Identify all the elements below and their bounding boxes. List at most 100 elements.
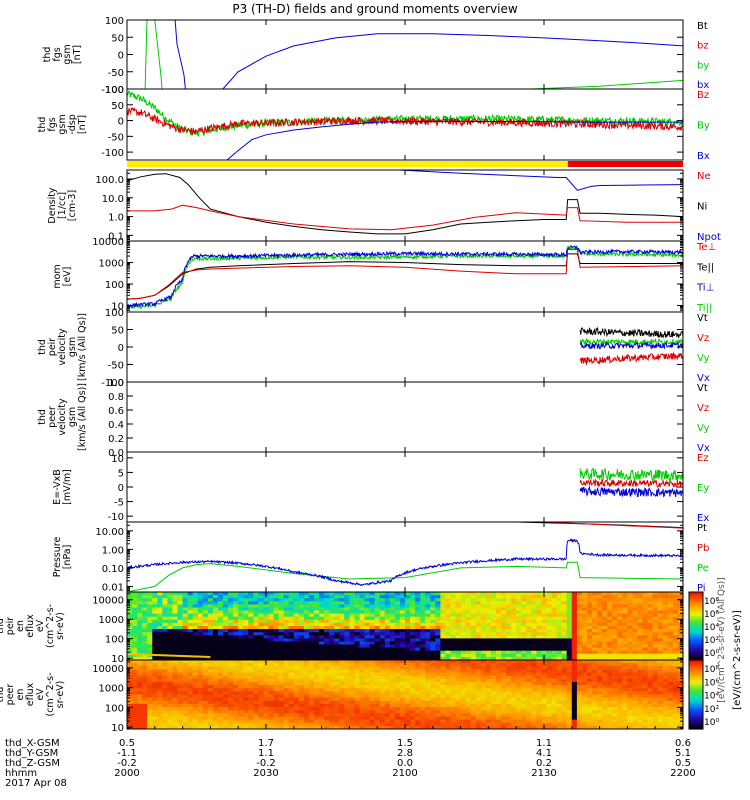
heatmap-cell	[142, 619, 148, 624]
heatmap-cell	[389, 660, 396, 664]
heatmap-cell	[202, 632, 209, 636]
heatmap-cell	[440, 638, 447, 643]
heatmap-cell	[379, 672, 386, 677]
heatmap-cell	[415, 669, 421, 674]
heatmap-cell	[248, 644, 254, 649]
heatmap-cell	[197, 682, 204, 686]
heatmap-cell	[399, 666, 406, 670]
heatmap-cell	[480, 647, 487, 652]
heatmap-cell	[612, 656, 618, 660]
heatmap-cell	[293, 688, 300, 692]
heatmap-cell	[258, 613, 265, 618]
heatmap-cell	[592, 610, 598, 615]
heatmap-cell	[339, 647, 345, 652]
heatmap-cell	[460, 713, 467, 717]
heatmap-cell	[420, 653, 426, 658]
heatmap-cell	[344, 641, 350, 646]
heatmap-cell	[142, 719, 148, 724]
series-line-1	[579, 326, 683, 339]
heatmap-cell	[303, 613, 310, 618]
heatmap-cell	[475, 669, 482, 674]
heatmap-cell	[354, 650, 361, 655]
heatmap-cell	[511, 666, 517, 670]
heatmap-cell	[248, 672, 254, 677]
heatmap-cell	[536, 688, 543, 692]
heatmap-cell	[394, 682, 401, 686]
heatmap-cell	[298, 629, 305, 633]
heatmap-cell	[617, 644, 623, 649]
heatmap-cell	[475, 660, 482, 664]
heatmap-cell	[384, 638, 391, 643]
heatmap-cell	[410, 619, 416, 624]
heatmap-cell	[344, 635, 350, 639]
heatmap-cell	[490, 635, 497, 639]
heatmap-cell	[389, 644, 396, 649]
heatmap-cell	[238, 616, 244, 621]
heatmap-cell	[394, 707, 401, 711]
heatmap-cell	[253, 622, 260, 627]
heatmap-cell	[672, 604, 679, 609]
heatmap-cell	[192, 685, 199, 689]
heatmap-cell	[485, 663, 492, 667]
heatmap-cell	[319, 697, 325, 702]
heatmap-cell	[470, 660, 477, 664]
heatmap-cell	[298, 635, 305, 639]
heatmap-cell	[592, 629, 598, 633]
heatmap-cell	[405, 710, 411, 714]
heatmap-cell	[581, 641, 588, 646]
heatmap-cell	[617, 592, 623, 596]
heatmap-cell	[228, 719, 234, 724]
heatmap-cell	[445, 722, 452, 727]
heatmap-cell	[273, 650, 280, 655]
ytick-label: 100	[105, 308, 124, 319]
heatmap-cell	[531, 644, 538, 649]
heatmap-cell	[319, 716, 325, 721]
heatmap-cell	[485, 713, 492, 717]
heatmap-cell	[465, 663, 472, 667]
heatmap-cell	[597, 691, 603, 696]
heatmap-cell	[132, 638, 138, 643]
heatmap-cell	[303, 688, 310, 692]
heatmap-cell	[334, 703, 340, 708]
heatmap-cell	[212, 607, 219, 612]
heatmap-cell	[293, 707, 300, 711]
heatmap-cell	[531, 660, 538, 664]
heatmap-cell	[354, 722, 361, 727]
heatmap-cell	[435, 653, 441, 658]
heatmap-cell	[581, 626, 588, 630]
heatmap-cell	[268, 592, 275, 596]
heatmap-cell	[202, 650, 209, 655]
heatmap-cell	[597, 697, 603, 702]
heatmap-cell	[273, 697, 280, 702]
heatmap-cell	[319, 656, 325, 660]
heatmap-cell	[283, 650, 290, 655]
heatmap-cell	[142, 660, 148, 664]
heatmap-cell	[526, 685, 532, 689]
heatmap-cell	[359, 672, 366, 677]
heatmap-cell	[152, 666, 158, 670]
heatmap-cell	[157, 607, 163, 612]
heatmap-cell	[561, 716, 568, 721]
heatmap-cell	[369, 635, 376, 639]
heatmap-cell	[303, 644, 310, 649]
heatmap-cell	[157, 691, 163, 696]
heatmap-cell	[319, 660, 325, 664]
heatmap-cell	[258, 722, 265, 727]
heatmap-cell	[465, 610, 472, 615]
heatmap-cell	[445, 688, 452, 692]
heatmap-cell	[607, 632, 613, 636]
heatmap-cell	[420, 666, 426, 670]
heatmap-cell	[233, 644, 239, 649]
heatmap-cell	[207, 719, 214, 724]
ylabel-line: [nT]	[77, 115, 88, 134]
heatmap-cell	[218, 650, 224, 655]
heatmap-cell	[607, 616, 613, 621]
heatmap-cell	[253, 604, 260, 609]
heatmap-cell	[516, 707, 522, 711]
heatmap-cell	[303, 685, 310, 689]
heatmap-cell	[506, 725, 512, 729]
heatmap-cell	[374, 722, 381, 727]
heatmap-cell	[354, 685, 361, 689]
heatmap-cell	[182, 598, 189, 602]
heatmap-cell	[248, 697, 254, 702]
